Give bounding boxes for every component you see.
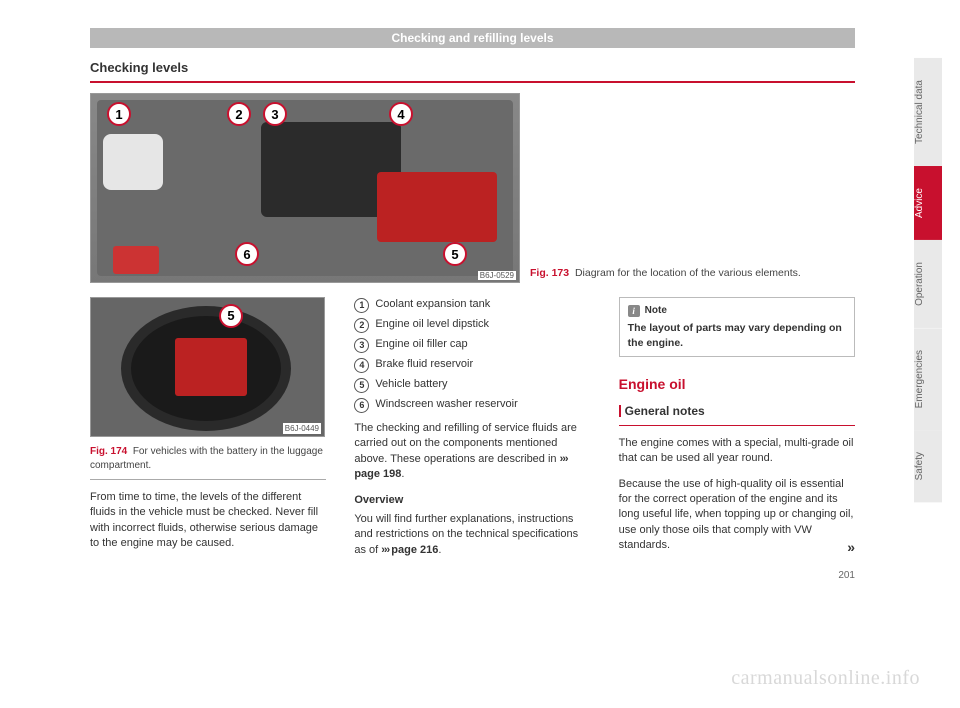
component-label: Vehicle battery xyxy=(375,377,447,392)
col3-para-1: The engine comes with a special, multi-g… xyxy=(619,436,855,467)
component-number: 4 xyxy=(354,358,369,373)
xref-page-216: page 216 xyxy=(381,544,438,556)
list-item: 3 Engine oil filler cap xyxy=(354,337,590,353)
fig-173-text: Diagram for the location of the various … xyxy=(575,267,801,279)
list-item: 2 Engine oil level dipstick xyxy=(354,317,590,333)
overview-heading: Overview xyxy=(354,493,590,508)
component-label: Windscreen washer reservoir xyxy=(375,397,517,412)
component-label: Brake fluid reservoir xyxy=(375,357,473,372)
fig-173-caption: Fig. 173 Diagram for the location of the… xyxy=(530,267,850,283)
callout-3: 3 xyxy=(263,102,287,126)
callout-5: 5 xyxy=(219,304,243,328)
three-column-layout: 5 B6J-0449 Fig. 174 For vehicles with th… xyxy=(90,297,855,558)
column-1: 5 B6J-0449 Fig. 174 For vehicles with th… xyxy=(90,297,326,558)
col2-para-2: You will find further explanations, inst… xyxy=(354,512,590,558)
watermark: carmanualsonline.info xyxy=(731,667,920,690)
component-number: 2 xyxy=(354,318,369,333)
continuation-arrow-icon: » xyxy=(847,538,855,558)
chapter-bar: Checking and refilling levels xyxy=(90,28,855,48)
list-item: 1 Coolant expansion tank xyxy=(354,297,590,313)
fig-174-caption: Fig. 174 For vehicles with the battery i… xyxy=(90,441,326,480)
side-tabs: Technical dataAdviceOperationEmergencies… xyxy=(914,58,942,503)
page-content: Checking and refilling levels Checking l… xyxy=(0,0,855,581)
note-body: The layout of parts may vary depending o… xyxy=(628,321,846,350)
tab-safety[interactable]: Safety xyxy=(914,430,942,502)
fig-174-number: Fig. 174 xyxy=(90,446,127,457)
callout-6: 6 xyxy=(235,242,259,266)
component-number: 1 xyxy=(354,298,369,313)
component-label: Engine oil filler cap xyxy=(375,337,467,352)
component-label: Engine oil level dipstick xyxy=(375,317,489,332)
callout-5: 5 xyxy=(443,242,467,266)
components-list: 1 Coolant expansion tank 2 Engine oil level… xyxy=(354,297,590,413)
col1-paragraph: From time to time, the levels of the dif… xyxy=(90,490,326,552)
luggage-battery-shape xyxy=(175,338,247,396)
page-number: 201 xyxy=(90,570,855,581)
callout-1: 1 xyxy=(107,102,131,126)
list-item: 5 Vehicle battery xyxy=(354,377,590,393)
oil-cap-shape xyxy=(113,246,159,274)
general-notes-heading: General notes xyxy=(619,403,855,426)
engine-oil-title: Engine oil xyxy=(619,375,855,395)
fig-173-engine-diagram: 123456 B6J-0529 xyxy=(90,93,520,283)
fig-173-number: Fig. 173 xyxy=(530,267,569,279)
callout-4: 4 xyxy=(389,102,413,126)
tab-advice[interactable]: Advice xyxy=(914,166,942,240)
list-item: 4 Brake fluid reservoir xyxy=(354,357,590,373)
col3-para-2: Because the use of high-quality oil is e… xyxy=(619,477,855,554)
list-item: 6 Windscreen washer reservoir xyxy=(354,397,590,413)
fig-173-code: B6J-0529 xyxy=(478,271,516,280)
component-number: 5 xyxy=(354,378,369,393)
note-box: i Note The layout of parts may vary depe… xyxy=(619,297,855,357)
component-label: Coolant expansion tank xyxy=(375,297,490,312)
section-title-checking-levels: Checking levels xyxy=(90,60,855,83)
column-3: i Note The layout of parts may vary depe… xyxy=(619,297,855,558)
column-2: 1 Coolant expansion tank 2 Engine oil level… xyxy=(354,297,590,558)
battery-shape xyxy=(377,172,497,242)
coolant-tank-shape xyxy=(103,134,163,190)
fig-174-code: B6J-0449 xyxy=(283,423,321,434)
component-number: 3 xyxy=(354,338,369,353)
component-number: 6 xyxy=(354,398,369,413)
info-icon: i xyxy=(628,305,640,317)
figure-row: 123456 B6J-0529 Fig. 173 Diagram for the… xyxy=(90,93,855,283)
fig-174-luggage-diagram: 5 B6J-0449 xyxy=(90,297,325,437)
callout-2: 2 xyxy=(227,102,251,126)
note-label: Note xyxy=(645,304,667,318)
tab-technical-data[interactable]: Technical data xyxy=(914,58,942,166)
tab-operation[interactable]: Operation xyxy=(914,240,942,328)
col2-para-1: The checking and refilling of service fl… xyxy=(354,421,590,483)
tab-emergencies[interactable]: Emergencies xyxy=(914,328,942,430)
